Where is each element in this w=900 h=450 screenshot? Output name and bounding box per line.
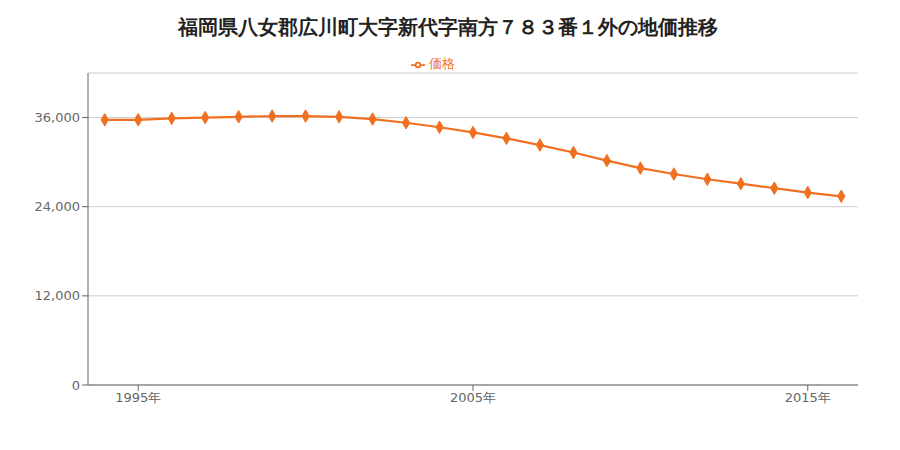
svg-text:1995年: 1995年 — [115, 390, 161, 405]
svg-text:12,000: 12,000 — [35, 288, 81, 303]
svg-text:24,000: 24,000 — [35, 199, 81, 214]
svg-text:2015年: 2015年 — [785, 390, 831, 405]
html-text:福岡県八女郡広川町大字新代字南方７８３番１外の地価推移: 福岡県八女郡広川町大字新代字南方７８３番１外の地価推移 — [178, 15, 718, 39]
html-text:価格: 価格 — [429, 56, 455, 71]
svg-text:36,000: 36,000 — [35, 110, 81, 125]
svg-text:2005年: 2005年 — [450, 390, 496, 405]
svg-text:0: 0 — [72, 378, 80, 393]
